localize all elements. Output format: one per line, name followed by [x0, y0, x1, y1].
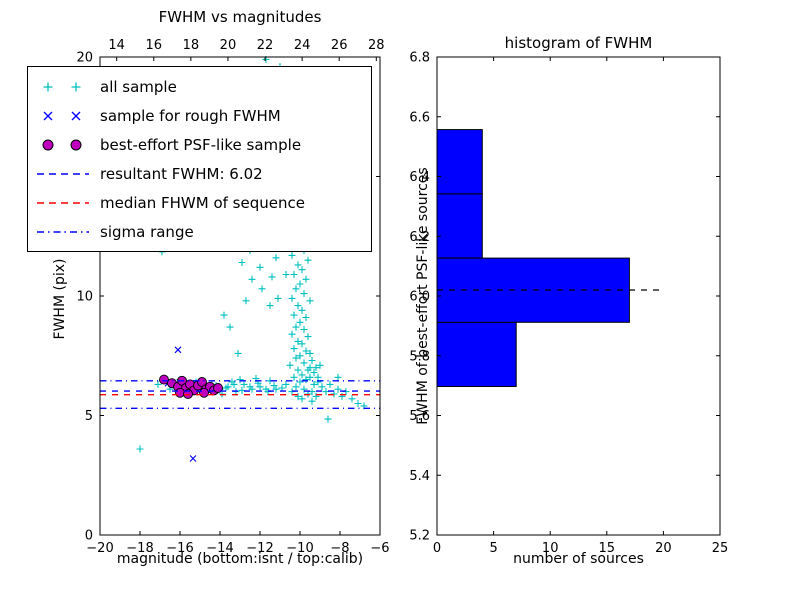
- left-y-axis-label: FWHM (pix): [52, 258, 68, 340]
- legend-dashed-marker-icon: [34, 163, 92, 185]
- x-tick-label: −16: [166, 541, 193, 556]
- x-tick-label: 10: [542, 541, 559, 556]
- histogram-bars: [436, 129, 630, 387]
- psf-sample-point: [199, 387, 209, 398]
- top-x-tick-label: 26: [331, 38, 348, 53]
- legend-item-5: sigma range: [34, 217, 371, 246]
- legend-item-4: median FHWM of sequence: [34, 188, 371, 217]
- y-tick-label: 6.4: [409, 170, 430, 185]
- sample-for-rough-fwhm-markers: [164, 346, 213, 462]
- x-tick-label: −8: [330, 541, 349, 556]
- y-tick-label: 6.2: [409, 230, 430, 245]
- y-tick-label: 5.6: [409, 409, 430, 424]
- legend-item-1: sample for rough FWHM: [34, 101, 371, 130]
- y-tick-label: 5.4: [409, 469, 430, 484]
- top-x-tick-label: 20: [220, 38, 237, 53]
- right-x-axis-label: number of sources: [513, 551, 644, 567]
- x-tick-label: 25: [712, 541, 729, 556]
- right-plot-title: histogram of FWHM: [504, 34, 653, 52]
- histogram-bar: [436, 321, 517, 387]
- legend-item-label: resultant FWHM: 6.02: [100, 164, 263, 183]
- y-tick-label: 5: [85, 409, 93, 424]
- y-tick-label: 6.0: [409, 290, 430, 305]
- x-tick-label: 5: [489, 541, 497, 556]
- y-tick-label: 20: [76, 51, 93, 66]
- psf-sample-point: [213, 383, 223, 393]
- psf-sample-point: [159, 374, 169, 385]
- legend-item-label: all sample: [100, 77, 177, 96]
- top-x-tick-label: 16: [146, 38, 163, 53]
- x-tick-label: −14: [206, 541, 233, 556]
- legend-item-label: sample for rough FWHM: [100, 106, 281, 125]
- legend-x-marker-icon: [34, 105, 92, 127]
- y-tick-label: 6.8: [409, 51, 430, 66]
- x-tick-label: −10: [286, 541, 313, 556]
- legend-plus-marker-icon: [34, 76, 92, 98]
- x-tick-label: 20: [655, 541, 672, 556]
- series-sample-for-rough-fwhm: [164, 346, 213, 462]
- legend-item-0: all sample: [34, 72, 371, 101]
- top-x-tick-label: 14: [108, 38, 125, 53]
- top-x-tick-label: 24: [294, 38, 311, 53]
- legend-circle-marker-icon: [34, 134, 92, 156]
- legend: all sample sample for rough FWHM best-effo…: [27, 66, 372, 252]
- x-tick-label: −18: [126, 541, 153, 556]
- right-y-axis-label: FWHM of best-effort PSF-like sources: [415, 167, 431, 425]
- legend-dashdot-marker-icon: [34, 221, 92, 243]
- legend-item-label: best-effort PSF-like sample: [100, 135, 302, 154]
- x-tick-label: 15: [599, 541, 616, 556]
- legend-item-2: best-effort PSF-like sample: [34, 130, 371, 159]
- legend-item-label: median FHWM of sequence: [100, 193, 305, 212]
- y-tick-label: 5.2: [409, 529, 430, 544]
- top-x-tick-label: 22: [257, 38, 274, 53]
- top-x-tick-label: 18: [183, 38, 200, 53]
- histogram-bar: [436, 129, 483, 195]
- psf-sample-point: [175, 387, 185, 398]
- legend-item-3: resultant FWHM: 6.02: [34, 159, 371, 188]
- y-tick-label: 5.8: [409, 349, 430, 364]
- legend-item-label: sigma range: [100, 222, 194, 241]
- y-tick-label: 10: [76, 290, 93, 305]
- right-plot: 0 5 10 15 20 25 5.2 5.4 5.6 5.8 6.0 6.2 6.4 6.6 6.8: [409, 51, 728, 557]
- x-tick-label: −12: [246, 541, 273, 556]
- y-tick-label: 0: [85, 529, 93, 544]
- histogram-bar: [436, 193, 483, 259]
- left-plot-title: FWHM vs magnitudes: [158, 8, 322, 26]
- top-x-tick-label: 28: [368, 38, 385, 53]
- left-x-axis-label: magnitude (bottom:isnt / top:calib): [116, 551, 364, 567]
- y-tick-label: 6.6: [409, 110, 430, 125]
- x-tick-label: −6: [370, 541, 389, 556]
- x-tick-label: −20: [86, 541, 113, 556]
- legend-dashed-marker-icon: [34, 192, 92, 214]
- left-plot: −20 −18 −16 −14 −12 −10 −8 −6 14 16 18 20 22 24 26 28 0 5…: [76, 38, 389, 556]
- x-tick-label: 0: [433, 541, 441, 556]
